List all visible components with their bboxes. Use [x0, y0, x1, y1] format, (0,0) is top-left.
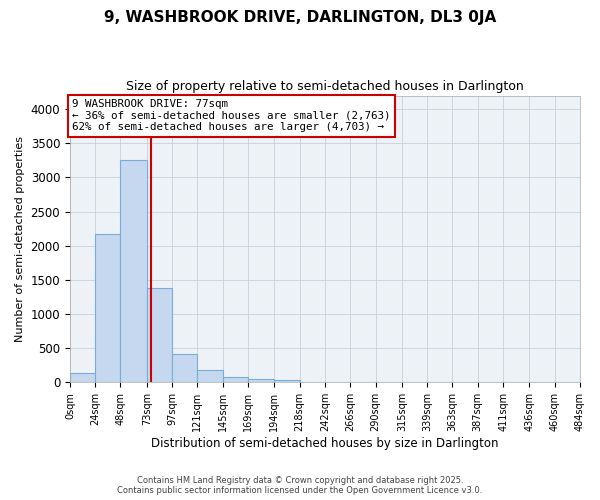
- Bar: [223, 377, 248, 382]
- Bar: [121, 160, 147, 382]
- Bar: [147, 288, 172, 382]
- Bar: [197, 370, 223, 382]
- Text: Contains HM Land Registry data © Crown copyright and database right 2025.
Contai: Contains HM Land Registry data © Crown c…: [118, 476, 482, 495]
- Text: 9, WASHBROOK DRIVE, DARLINGTON, DL3 0JA: 9, WASHBROOK DRIVE, DARLINGTON, DL3 0JA: [104, 10, 496, 25]
- Bar: [248, 378, 274, 382]
- X-axis label: Distribution of semi-detached houses by size in Darlington: Distribution of semi-detached houses by …: [151, 437, 499, 450]
- Bar: [274, 380, 299, 382]
- Text: 9 WASHBROOK DRIVE: 77sqm
← 36% of semi-detached houses are smaller (2,763)
62% o: 9 WASHBROOK DRIVE: 77sqm ← 36% of semi-d…: [72, 99, 391, 132]
- Bar: [172, 354, 197, 382]
- Title: Size of property relative to semi-detached houses in Darlington: Size of property relative to semi-detach…: [126, 80, 524, 93]
- Y-axis label: Number of semi-detached properties: Number of semi-detached properties: [15, 136, 25, 342]
- Bar: [95, 234, 121, 382]
- Bar: [70, 374, 95, 382]
